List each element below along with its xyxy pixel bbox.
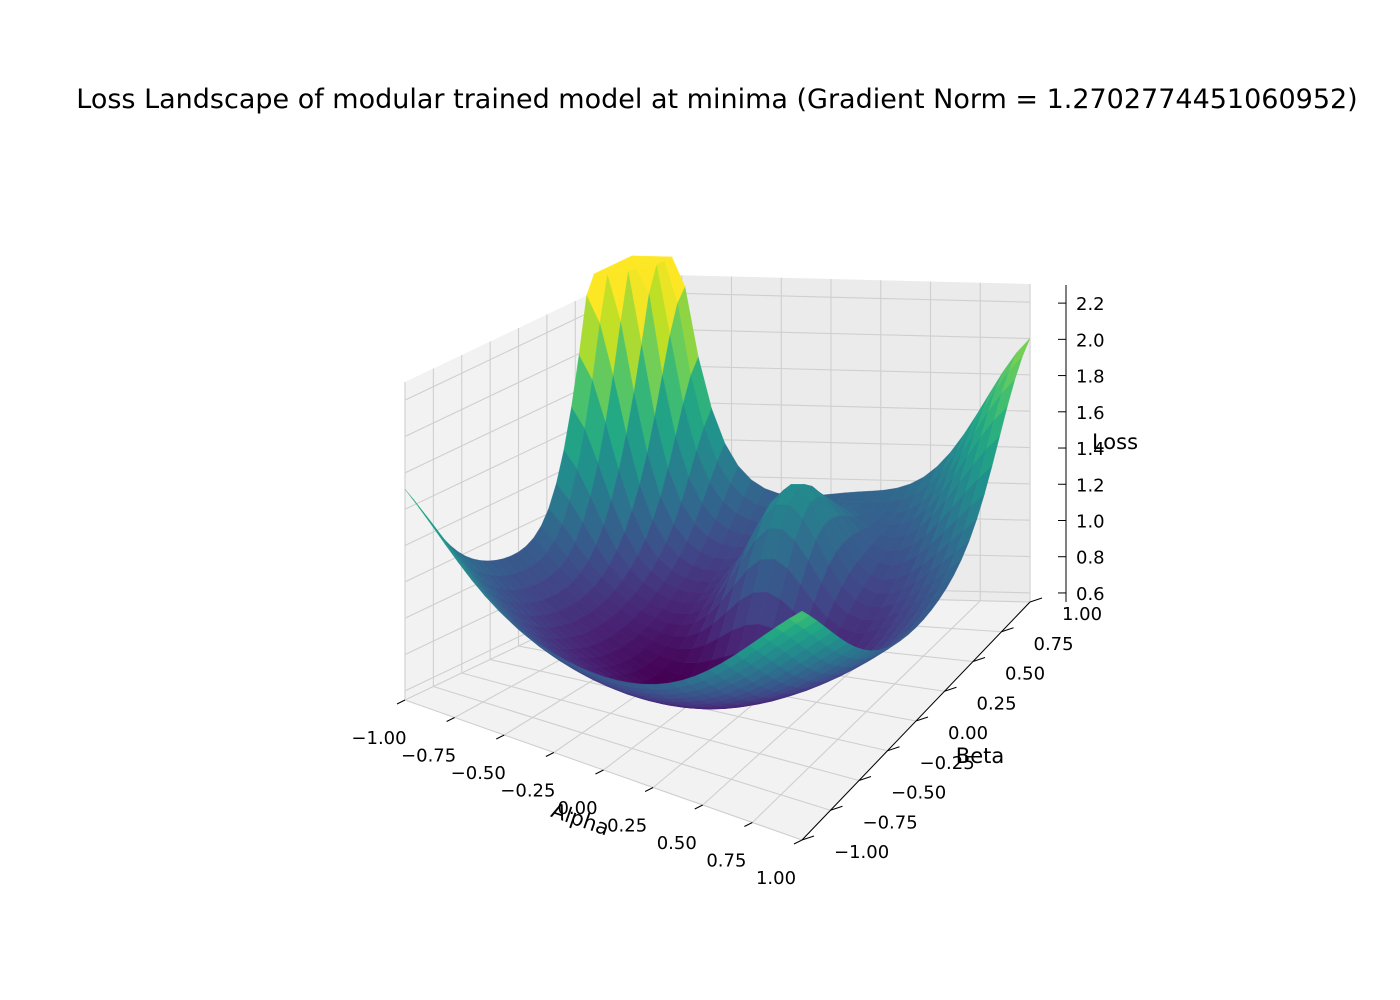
beta-tick xyxy=(801,835,815,841)
beta-tick-label: −1.00 xyxy=(834,842,889,863)
beta-tick-label: −0.50 xyxy=(891,783,946,804)
alpha-tick xyxy=(396,699,406,705)
beta-tick xyxy=(1001,627,1014,633)
alpha-tick xyxy=(446,717,455,722)
alpha-tick xyxy=(793,839,803,845)
loss-tick-label: 1.8 xyxy=(1076,367,1105,388)
loss-tick-label: 0.6 xyxy=(1076,584,1105,605)
alpha-tick-label: 0.75 xyxy=(706,851,746,872)
beta-axis-label: Beta xyxy=(956,744,1004,768)
beta-tick xyxy=(972,657,986,662)
grid-line-beta xyxy=(489,341,888,752)
loss-tick-label: 1.4 xyxy=(1076,439,1105,460)
alpha-tick-label: 0.00 xyxy=(557,798,597,819)
surface-patch xyxy=(788,610,811,624)
loss-axis-label: Loss xyxy=(1092,430,1138,454)
alpha-tick xyxy=(694,804,703,810)
beta-tick-label: 1.00 xyxy=(1062,604,1102,625)
alpha-tick xyxy=(644,787,654,792)
loss-surface xyxy=(404,255,1031,710)
alpha-tick-label: −0.75 xyxy=(401,746,456,767)
loss-tick-label: 1.6 xyxy=(1076,403,1105,424)
alpha-tick xyxy=(744,822,753,827)
beta-tick-label: −0.75 xyxy=(863,812,918,833)
alpha-tick xyxy=(545,752,555,757)
beta-tick-label: −0.25 xyxy=(920,753,975,774)
beta-tick-label: 0.75 xyxy=(1034,634,1074,655)
axis-labels: −1.00−0.75−0.50−0.250.000.250.500.751.00… xyxy=(351,294,1138,889)
grid-line-beta xyxy=(432,368,831,811)
grid-line-beta xyxy=(461,355,860,782)
beta-tick xyxy=(1029,597,1043,603)
alpha-tick-label: 0.50 xyxy=(657,833,697,854)
loss-tick-label: 1.0 xyxy=(1076,511,1105,532)
alpha-tick-label: 1.00 xyxy=(756,868,796,889)
alpha-tick-label: −0.25 xyxy=(500,781,555,802)
beta-tick xyxy=(944,686,957,692)
alpha-tick-label: −1.00 xyxy=(351,728,406,749)
beta-tick xyxy=(887,746,900,752)
beta-tick-label: 0.50 xyxy=(1005,664,1045,685)
chart-title: Loss Landscape of modular trained model … xyxy=(76,84,1358,115)
beta-tick xyxy=(830,805,843,811)
loss-tick-label: 2.2 xyxy=(1076,294,1105,315)
alpha-tick xyxy=(496,734,505,740)
loss-tick-label: 0.8 xyxy=(1076,548,1105,569)
alpha-tick-label: −0.50 xyxy=(451,763,506,784)
alpha-tick xyxy=(595,769,604,775)
loss-tick-label: 2.0 xyxy=(1076,330,1105,351)
tick-marks xyxy=(396,302,1066,845)
alpha-tick-label: 0.25 xyxy=(607,816,647,837)
loss-tick-label: 1.2 xyxy=(1076,475,1105,496)
beta-tick-label: 0.00 xyxy=(948,723,988,744)
beta-tick-label: 0.25 xyxy=(977,693,1017,714)
beta-tick xyxy=(915,716,929,722)
beta-tick xyxy=(858,776,872,781)
